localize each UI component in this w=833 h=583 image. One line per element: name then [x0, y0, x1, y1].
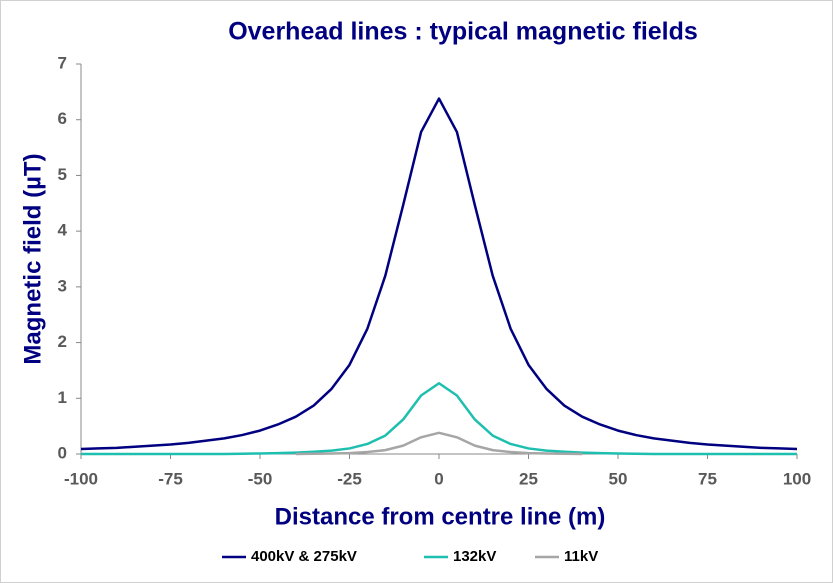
y-axis-title: Magnetic field (µT) [19, 153, 46, 364]
series-line [81, 381, 797, 456]
y-tick-label: 4 [58, 221, 68, 240]
x-tick-label: 75 [698, 469, 717, 488]
x-tick-label: -50 [248, 469, 273, 488]
y-tick-label: 7 [58, 53, 67, 72]
series-line [80, 97, 798, 451]
y-tick-label: 5 [58, 165, 67, 184]
x-tick-label: 100 [783, 469, 811, 488]
y-tick-label: 1 [58, 388, 67, 407]
x-tick-label: 0 [434, 469, 443, 488]
x-tick-label: -75 [158, 469, 183, 488]
x-tick-label: 50 [609, 469, 628, 488]
series-line [295, 431, 583, 456]
legend-label: 132kV [453, 548, 496, 565]
x-tick-label: -25 [337, 469, 362, 488]
x-axis-title: Distance from centre line (m) [275, 503, 606, 530]
x-tick-label: -100 [64, 469, 98, 488]
y-tick-label: 2 [58, 332, 67, 351]
y-tick-label: 3 [58, 276, 67, 295]
legend-label: 400kV & 275kV [251, 548, 357, 565]
y-tick-label: 0 [58, 443, 67, 462]
chart-title: Overhead lines : typical magnetic fields [228, 18, 698, 46]
x-tick-label: 25 [519, 469, 538, 488]
y-tick-label: 6 [58, 109, 67, 128]
legend-label: 11kV [564, 548, 598, 565]
